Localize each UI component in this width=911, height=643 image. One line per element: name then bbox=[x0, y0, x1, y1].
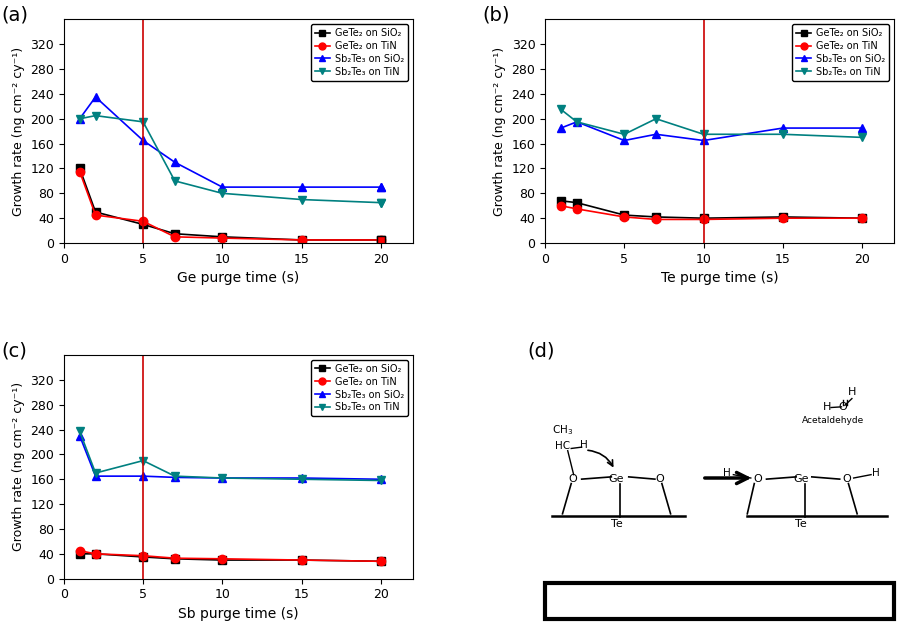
Y-axis label: Growth rate (ng cm⁻² cy⁻¹): Growth rate (ng cm⁻² cy⁻¹) bbox=[12, 46, 25, 216]
Text: (c): (c) bbox=[1, 341, 27, 361]
Text: O: O bbox=[568, 475, 577, 484]
Text: Te: Te bbox=[610, 520, 621, 529]
Bar bbox=[545, 583, 893, 619]
Text: O: O bbox=[752, 475, 762, 484]
Legend: GeTe₂ on SiO₂, GeTe₂ on TiN, Sb₂Te₃ on SiO₂, Sb₂Te₃ on TiN: GeTe₂ on SiO₂, GeTe₂ on TiN, Sb₂Te₃ on S… bbox=[311, 360, 407, 416]
Text: H: H bbox=[578, 440, 587, 450]
Text: CH$_3$: CH$_3$ bbox=[551, 423, 572, 437]
Y-axis label: Growth rate (ng cm⁻² cy⁻¹): Growth rate (ng cm⁻² cy⁻¹) bbox=[492, 46, 506, 216]
Text: (d): (d) bbox=[527, 341, 555, 361]
Text: O: O bbox=[655, 475, 664, 484]
Legend: GeTe₂ on SiO₂, GeTe₂ on TiN, Sb₂Te₃ on SiO₂, Sb₂Te₃ on TiN: GeTe₂ on SiO₂, GeTe₂ on TiN, Sb₂Te₃ on S… bbox=[311, 24, 407, 80]
Y-axis label: Growth rate (ng cm⁻² cy⁻¹): Growth rate (ng cm⁻² cy⁻¹) bbox=[12, 382, 25, 552]
Text: H: H bbox=[847, 387, 855, 397]
Text: (b): (b) bbox=[482, 6, 509, 25]
X-axis label: Sb purge time (s): Sb purge time (s) bbox=[178, 607, 298, 621]
Text: O: O bbox=[838, 402, 846, 412]
Text: Acetaldehyde: Acetaldehyde bbox=[801, 416, 863, 425]
Text: O: O bbox=[842, 475, 850, 484]
X-axis label: Ge purge time (s): Ge purge time (s) bbox=[177, 271, 299, 285]
Legend: GeTe₂ on SiO₂, GeTe₂ on TiN, Sb₂Te₃ on SiO₂, Sb₂Te₃ on TiN: GeTe₂ on SiO₂, GeTe₂ on TiN, Sb₂Te₃ on S… bbox=[792, 24, 888, 80]
X-axis label: Te purge time (s): Te purge time (s) bbox=[660, 271, 777, 285]
Text: Te: Te bbox=[794, 520, 806, 529]
Text: (a): (a) bbox=[1, 6, 28, 25]
Text: HC: HC bbox=[554, 441, 569, 451]
Text: H: H bbox=[872, 467, 879, 478]
Text: H: H bbox=[722, 467, 730, 478]
Text: H: H bbox=[823, 402, 831, 412]
Text: Ge: Ge bbox=[793, 475, 808, 484]
Text: Ge: Ge bbox=[609, 475, 624, 484]
